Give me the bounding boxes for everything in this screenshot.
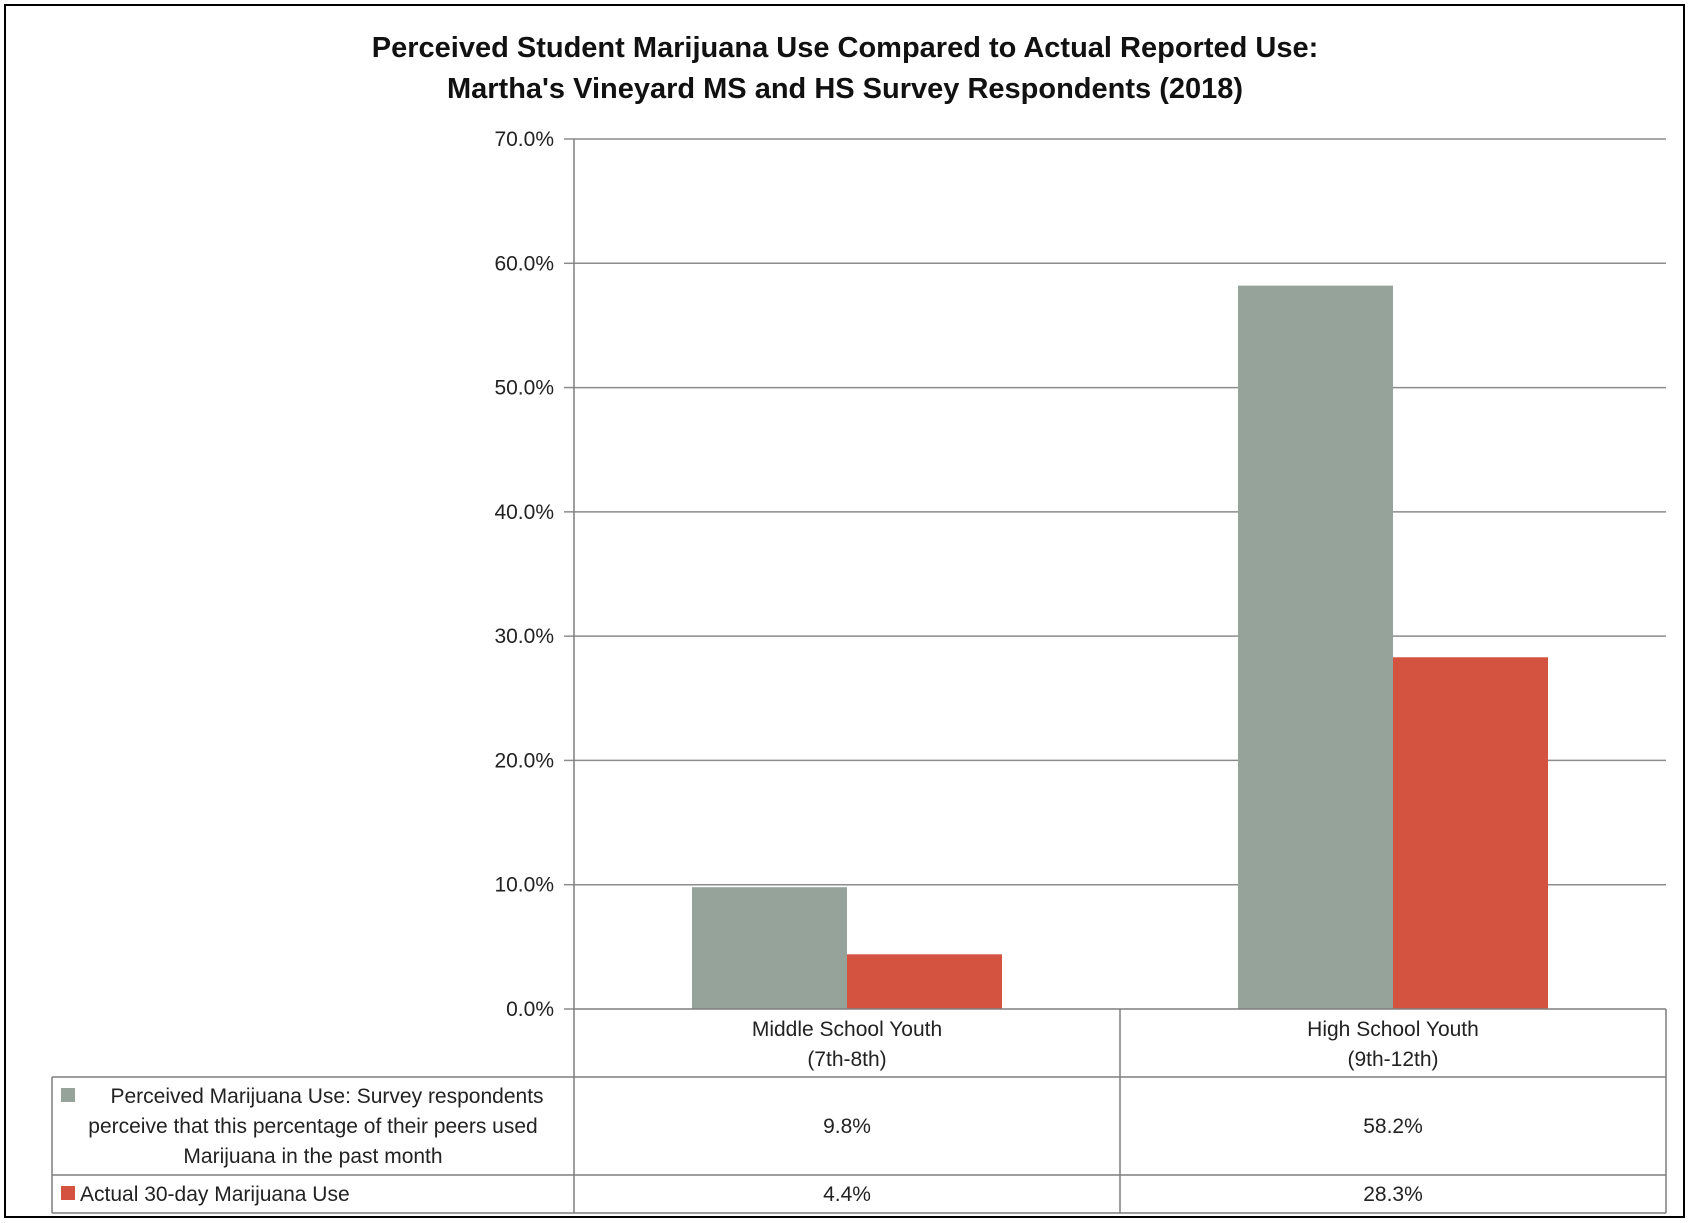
data-label: 4.4% [823,1183,871,1206]
x-category-label: Middle School Youth [752,1018,942,1041]
legend-label: Actual 30-day Marijuana Use [80,1183,350,1206]
chart-frame [4,4,1685,1218]
legend-label: Marijuana in the past month [183,1145,442,1168]
y-tick-label: 40.0% [494,501,554,524]
y-axis-ticks: 0.0% 10.0% 20.0% 30.0% 40.0% 50.0% 60.0% 70.0% [494,128,554,1021]
y-tick-label: 30.0% [494,625,554,648]
chart-title: Perceived Student Marijuana Use Compared… [372,32,1318,64]
y-tick-label: 0.0% [506,998,554,1021]
y-tick-label: 50.0% [494,377,554,400]
legend-label: Perceived Marijuana Use: Survey responde… [110,1085,543,1108]
y-tick-label: 20.0% [494,749,554,772]
x-category-sublabel: (7th-8th) [807,1048,886,1071]
legend-swatch [61,1088,75,1102]
data-label: 9.8% [823,1115,871,1138]
bar [1393,657,1548,1009]
data-table: Middle School Youth (7th-8th) High School … [51,1009,1667,1214]
y-tick-label: 70.0% [494,128,554,151]
y-tick-label: 10.0% [494,874,554,897]
chart-subtitle: Martha's Vineyard MS and HS Survey Respo… [447,73,1243,105]
data-label: 28.3% [1363,1183,1423,1206]
bar [692,887,847,1009]
bar [1238,285,1393,1010]
x-category-sublabel: (9th-12th) [1347,1048,1438,1071]
bar [847,954,1002,1009]
legend-label: perceive that this percentage of their p… [88,1115,537,1138]
bars [692,285,1548,1010]
data-label: 58.2% [1363,1115,1423,1138]
y-tick-label: 60.0% [494,252,554,275]
x-category-label: High School Youth [1307,1018,1479,1041]
legend-swatch [61,1186,75,1200]
